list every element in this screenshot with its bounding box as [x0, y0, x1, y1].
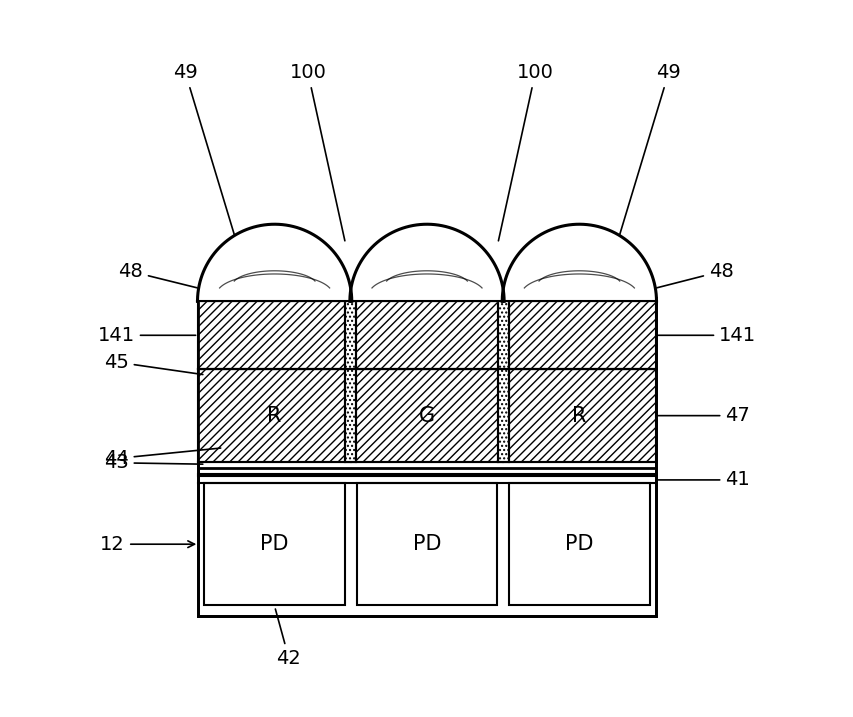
Text: 45: 45 — [104, 353, 203, 374]
Text: 43: 43 — [104, 453, 202, 473]
Bar — [351, 369, 502, 462]
Text: PD: PD — [260, 534, 288, 554]
Bar — [356, 483, 497, 605]
Text: 141: 141 — [658, 326, 756, 345]
Text: 44: 44 — [104, 448, 220, 468]
Text: 48: 48 — [118, 262, 197, 288]
Bar — [345, 301, 356, 462]
Text: R: R — [267, 406, 281, 426]
Bar — [502, 369, 655, 462]
Text: 100: 100 — [289, 63, 345, 241]
Text: 41: 41 — [658, 470, 749, 490]
Text: 47: 47 — [658, 406, 749, 425]
Text: 49: 49 — [618, 63, 680, 235]
Bar — [502, 301, 655, 369]
Text: PD: PD — [412, 534, 441, 554]
Text: 100: 100 — [498, 63, 553, 241]
Text: 48: 48 — [656, 262, 733, 288]
Polygon shape — [502, 224, 656, 301]
Text: 141: 141 — [97, 326, 195, 345]
Bar — [198, 301, 351, 369]
Text: PD: PD — [565, 534, 593, 554]
Bar — [198, 298, 655, 616]
Text: R: R — [572, 406, 586, 426]
Bar — [204, 483, 345, 605]
Bar — [198, 369, 351, 462]
Text: G: G — [419, 406, 434, 426]
Polygon shape — [350, 224, 503, 301]
Text: 49: 49 — [173, 63, 235, 235]
Bar — [508, 483, 649, 605]
Bar — [497, 301, 508, 462]
Polygon shape — [197, 224, 351, 301]
Text: 42: 42 — [275, 609, 301, 668]
Bar — [351, 301, 502, 369]
Text: 12: 12 — [101, 535, 194, 554]
